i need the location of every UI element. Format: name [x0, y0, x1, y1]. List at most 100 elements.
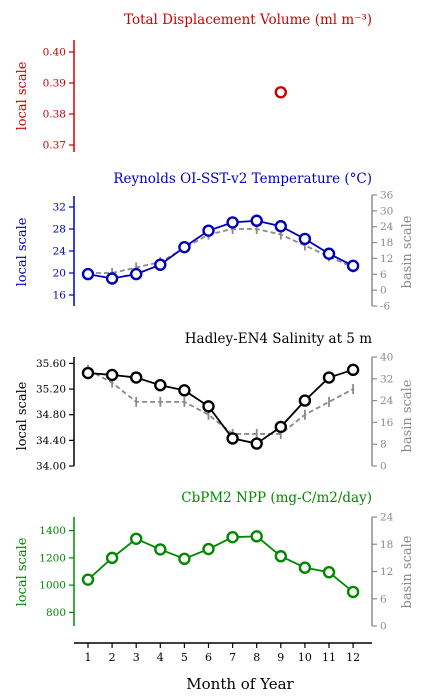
left-tick-label: 0.37	[43, 140, 66, 152]
chart-panel-4: CbPM2 NPP (mg-C/m2/day) 800 1000 1200 1400 lo…	[15, 490, 415, 633]
chart-panel-2: Reynolds OI-SST-v2 Temperature (°C) 16 20 2…	[15, 171, 415, 313]
x-tick-label: 9	[277, 651, 284, 664]
data-point	[105, 551, 119, 565]
data-point	[274, 420, 287, 434]
x-tick-label: 5	[181, 651, 188, 664]
x-tick-label: 1	[85, 651, 92, 664]
right-tick-label: 6	[380, 593, 387, 605]
data-point	[274, 86, 287, 99]
series-line	[87, 535, 354, 593]
series-line	[87, 368, 354, 445]
x-tick-label: 4	[157, 651, 164, 664]
left-tick-label: 1400	[39, 525, 66, 537]
left-tick-label: 34.00	[36, 461, 66, 473]
left-axis-label: local scale	[15, 537, 30, 606]
x-axis-label: Month of Year	[186, 675, 294, 693]
data-point	[154, 543, 167, 556]
data-point	[178, 240, 191, 254]
data-point	[274, 550, 287, 563]
right-tick-label: 6	[380, 269, 387, 281]
x-tick-label: 11	[322, 651, 336, 664]
data-point	[129, 267, 143, 281]
chart-title: Reynolds OI-SST-v2 Temperature (°C)	[113, 171, 372, 187]
right-tick-label: 0	[380, 621, 387, 633]
data-point	[154, 258, 167, 271]
right-tick-label: 40	[380, 352, 393, 364]
left-axis-label: local scale	[15, 381, 30, 450]
x-tick-label: 12	[346, 651, 360, 664]
left-tick-label: 0.40	[43, 47, 66, 59]
left-tick-label: 34.40	[36, 435, 66, 447]
left-axis-label: local scale	[15, 61, 30, 130]
left-tick-label: 800	[46, 607, 66, 619]
x-tick-label: 3	[133, 651, 140, 664]
right-axis-label: basin scale	[400, 379, 415, 452]
data-point	[202, 400, 215, 413]
data-point	[226, 216, 239, 229]
data-point	[322, 247, 336, 260]
data-point	[250, 214, 263, 227]
right-tick-label: 0	[380, 285, 387, 297]
left-tick-label: 0.39	[43, 78, 66, 90]
data-point	[178, 384, 191, 397]
right-tick-label: 32	[380, 373, 393, 385]
right-tick-label: 18	[380, 237, 393, 249]
data-point	[298, 394, 312, 407]
chart-panels: Total Displacement Volume (ml m⁻³) 0.37 0.…	[15, 12, 415, 633]
x-tick-label: 10	[298, 651, 312, 664]
left-tick-label: 1000	[39, 580, 66, 592]
data-point	[226, 432, 239, 445]
right-tick-label: 12	[380, 253, 393, 265]
left-tick-label: 35.20	[36, 384, 66, 396]
left-axis-label: local scale	[15, 217, 30, 286]
right-tick-label: 30	[380, 205, 393, 217]
data-point	[178, 552, 191, 566]
chart-panel-3: Hadley-EN4 Salinity at 5 m 34.00 34.40 34.8…	[15, 331, 415, 473]
right-tick-label: 24	[380, 512, 394, 524]
data-point	[322, 565, 336, 579]
data-point	[81, 267, 95, 281]
left-tick-label: 32	[53, 202, 66, 214]
data-point	[322, 371, 336, 384]
right-tick-label: 0	[380, 461, 387, 473]
left-tick-label: 0.38	[43, 109, 66, 121]
x-axis: 1 2 3 4 5 6 7 8 9 10 11 12	[74, 642, 372, 664]
basin-series-line	[87, 369, 354, 435]
right-tick-label: 24	[380, 395, 394, 407]
left-tick-label: 24	[53, 246, 67, 258]
x-tick-label: 7	[229, 651, 236, 664]
right-axis-label: basin scale	[400, 215, 415, 288]
basin-series-line	[88, 228, 354, 274]
left-tick-label: 34.80	[36, 409, 66, 421]
right-tick-label: -6	[380, 301, 391, 313]
data-point	[202, 542, 215, 556]
data-point	[346, 585, 360, 599]
right-tick-label: 18	[380, 539, 393, 551]
right-tick-label: 12	[380, 566, 393, 578]
data-point	[298, 232, 312, 246]
right-tick-label: 36	[380, 190, 394, 202]
right-axis-label: basin scale	[400, 535, 415, 608]
data-point	[202, 224, 215, 237]
chart-title: Total Displacement Volume (ml m⁻³)	[124, 12, 372, 28]
x-tick-label: 6	[205, 651, 212, 664]
data-point	[250, 530, 263, 543]
data-point	[105, 368, 119, 382]
data-point	[129, 532, 143, 545]
chart-title: CbPM2 NPP (mg-C/m2/day)	[181, 490, 372, 506]
data-point	[226, 530, 239, 544]
data-point	[346, 259, 360, 273]
left-tick-label: 20	[53, 268, 66, 280]
chart-title: Hadley-EN4 Salinity at 5 m	[185, 331, 372, 347]
left-tick-label: 1200	[39, 552, 66, 564]
data-point	[154, 379, 167, 392]
left-tick-label: 16	[53, 290, 67, 302]
data-point	[250, 437, 263, 450]
data-point	[274, 220, 287, 233]
data-point	[81, 573, 95, 586]
data-point	[346, 363, 360, 377]
right-tick-label: 16	[380, 417, 394, 429]
data-point	[81, 366, 95, 380]
data-point	[298, 561, 312, 574]
